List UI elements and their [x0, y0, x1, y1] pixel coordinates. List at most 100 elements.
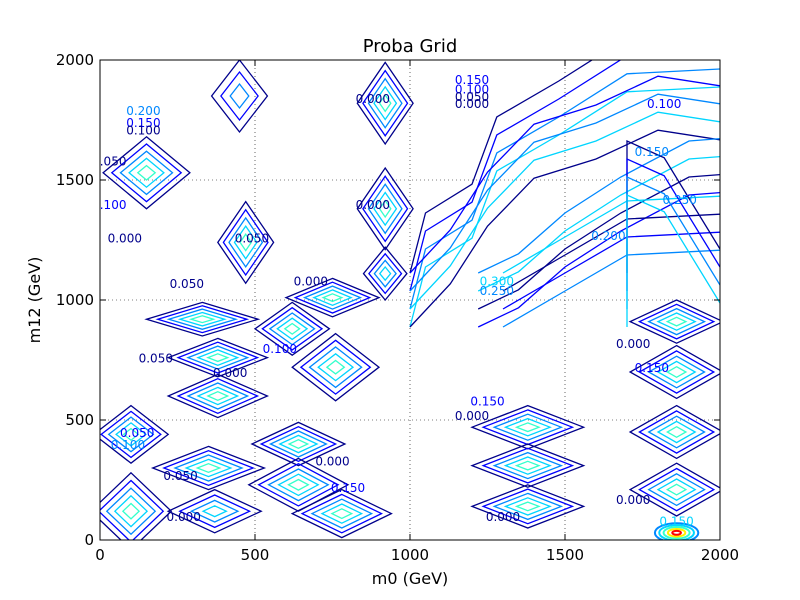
y-axis: 0 500 1000 1500 2000: [56, 51, 720, 549]
contour-peak-12-level-1: [100, 410, 162, 459]
contour-peak-6-level-2: [373, 259, 397, 288]
contour-label-27: 0.000: [167, 510, 201, 524]
contour-peak-18-level-3: [320, 503, 364, 524]
contour-peak-2-level-0: [217, 200, 275, 285]
contour-label-31: 0.000: [455, 409, 489, 423]
contour-peak-17-level-2: [189, 499, 240, 523]
contour-peak-12-level-4: [122, 427, 140, 442]
contour-label-30: 0.000: [486, 510, 520, 524]
contour-peak-10-level-3: [196, 386, 240, 406]
contour-peak-20-level-0: [470, 443, 586, 488]
contour-peak-24-level-1: [638, 410, 716, 454]
x-tick-label-4: 2000: [701, 546, 739, 564]
contour-peak-5-level-2: [302, 285, 363, 310]
contour-peak-7-level-4: [188, 315, 216, 324]
y-tick-label-1: 500: [65, 411, 94, 429]
contour-peak-14-level-3: [278, 434, 319, 454]
contour-peak-13-level-2: [173, 454, 244, 482]
contour-peak-8-level-1: [261, 306, 324, 351]
contour-peak-11-level-2: [308, 346, 363, 389]
contour-peak-16-level-2: [105, 487, 157, 536]
contour-label-10: 0.100: [455, 83, 489, 97]
hot-spot-contour-1: [658, 524, 695, 540]
contour-label-36: 0.150: [659, 515, 693, 529]
contour-band-3-line-0: [502, 195, 720, 274]
contour-label-13: 0.100: [647, 97, 681, 111]
contour-peak-8-level-4: [283, 322, 301, 335]
contour-label-29: 0.150: [331, 481, 365, 495]
contour-peak-12-level-0: [100, 404, 170, 465]
contour-peak-9-level-1: [176, 341, 260, 374]
y-axis-label: m12 (GeV): [25, 257, 44, 344]
contour-peak-5-level-0: [284, 277, 381, 318]
contour-peak-8-level-0: [253, 301, 331, 356]
y-tick-label-3: 1500: [56, 171, 94, 189]
contour-peak-15-level-3: [277, 473, 320, 497]
contour-peak-8-level-2: [268, 312, 316, 346]
contour-label-25: 0.100: [111, 438, 145, 452]
contour-peak-11-level-0: [291, 332, 381, 402]
contour-peak-24-level-0: [628, 404, 720, 460]
contour-peak-11-level-1: [299, 339, 372, 395]
contour-label-20: 0.000: [294, 275, 328, 289]
contour-label-18: 0.250: [480, 284, 514, 298]
contour-band-0-line-2: [409, 68, 720, 310]
contour-peak-2-level-1: [222, 208, 269, 277]
contour-peak-10-level-0: [166, 373, 270, 419]
contour-peak-22-level-3: [656, 312, 697, 331]
contour-peak-25-level-1: [638, 467, 716, 512]
contour-label-14: 0.150: [635, 145, 669, 159]
contour-peak-7-level-2: [166, 308, 239, 330]
contour-peak-10-level-2: [186, 382, 250, 410]
contour-label-34: 0.150: [635, 361, 669, 375]
contour-peak-13-level-0: [150, 445, 267, 491]
contour-label-21: 0.050: [139, 351, 173, 365]
contour-peak-9-level-2: [186, 345, 250, 370]
contour-peak-9-level-3: [196, 349, 240, 366]
contour-peak-17-level-0: [166, 488, 263, 534]
contour-peak-23-level-3: [656, 360, 697, 384]
contour-band-1-line-3: [409, 129, 720, 328]
contour-label-5: 0.000: [108, 231, 142, 245]
contour-label-19: 0.050: [170, 277, 204, 291]
contour-peak-14-level-4: [287, 438, 310, 450]
contour-band-4-line-3: [626, 193, 720, 327]
contour-peak-1-level-0: [356, 166, 414, 251]
contour-peak-0-level-4: [378, 93, 392, 113]
contour-label-35: 0.000: [616, 493, 650, 507]
contour-peak-19-level-2: [492, 413, 564, 441]
contour-peak-21-level-2: [492, 492, 564, 521]
contour-label-22: 0.000: [213, 366, 247, 380]
contour-peak-15-level-1: [257, 462, 340, 507]
contour-peak-20-level-2: [492, 451, 564, 480]
x-tick-label-0: 0: [95, 546, 105, 564]
contour-label-6: 0.050: [235, 231, 269, 245]
contour-peak-6-level-0: [362, 246, 408, 302]
contour-peak-24-level-4: [665, 425, 688, 439]
contour-peak-6-level-1: [368, 252, 403, 295]
contour-label-11: 0.050: [455, 90, 489, 104]
contour-peak-23-level-1: [638, 350, 716, 394]
contour-peak-22-level-2: [647, 307, 707, 336]
contour-peak-9-level-4: [206, 353, 230, 363]
contour-peak-25-level-2: [647, 473, 706, 507]
contour-peak-3-level-4: [136, 164, 157, 181]
contour-peak-24-level-2: [647, 415, 706, 449]
contour-peak-19-level-3: [503, 417, 552, 437]
y-tick-label-2: 1000: [56, 291, 94, 309]
contour-peak-6-level-3: [378, 265, 392, 282]
contour-peak-4-level-1: [220, 70, 259, 122]
contour-lines: [100, 60, 720, 540]
contour-peak-10-level-1: [176, 377, 260, 415]
contour-peak-9-level-0: [166, 337, 270, 378]
contour-band-0-line-0: [409, 60, 594, 274]
contour-peak-0-level-3: [373, 85, 398, 121]
contour-peak-4-level-2: [229, 82, 250, 110]
contour-peak-7-level-0: [144, 301, 261, 337]
contour-peak-25-level-3: [656, 478, 697, 501]
contour-peak-5-level-1: [293, 281, 372, 314]
contour-peak-2-level-3: [233, 224, 258, 260]
contour-peak-22-level-1: [637, 303, 716, 340]
contour-peak-13-level-4: [195, 463, 222, 473]
